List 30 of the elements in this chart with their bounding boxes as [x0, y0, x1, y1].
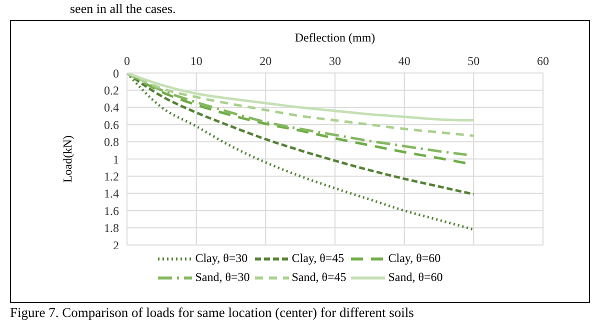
y-tick-label: 1.4 — [104, 186, 119, 201]
legend-label: Sand, θ=30 — [195, 270, 250, 285]
y-tick-label: 0.8 — [104, 135, 119, 150]
x-tick-label: 50 — [468, 54, 480, 68]
legend-label: Sand, θ=60 — [388, 270, 443, 285]
line-series — [127, 73, 475, 122]
y-tick-label: 0.2 — [104, 83, 119, 98]
y-tick-label: 1 — [113, 152, 119, 166]
x-tick-label: 0 — [124, 54, 130, 68]
y-tick-label: 1.8 — [104, 221, 119, 236]
caption: Figure 7. Comparison of loads for same location (center) for different soils — [10, 305, 414, 320]
legend-label: Sand, θ=45 — [292, 270, 346, 285]
legend-label: Clay, θ=30 — [195, 251, 248, 266]
y-axis-title: Load(kN) — [60, 135, 74, 183]
x-tick-label: 20 — [260, 54, 272, 68]
y-tick-label: 1.2 — [104, 169, 119, 184]
y-tick-label: 2 — [113, 238, 119, 252]
x-tick-label: 60 — [537, 54, 549, 68]
x-tick-label: 40 — [398, 54, 410, 68]
x-tick-label: 30 — [329, 54, 341, 68]
y-tick-label: 0.6 — [104, 118, 119, 132]
legend-label: Clay, θ=60 — [388, 251, 441, 266]
x-axis-title: Deflection (mm) — [294, 30, 376, 45]
y-tick-label: 0.4 — [104, 100, 119, 115]
y-tick-label: 0 — [113, 66, 119, 80]
y-tick-label: 1.6 — [104, 204, 119, 218]
text: seen in all the cases. — [70, 1, 176, 16]
line-series — [127, 73, 475, 138]
x-tick-label: 10 — [190, 54, 202, 68]
legend-label: Clay, θ=45 — [292, 251, 344, 266]
